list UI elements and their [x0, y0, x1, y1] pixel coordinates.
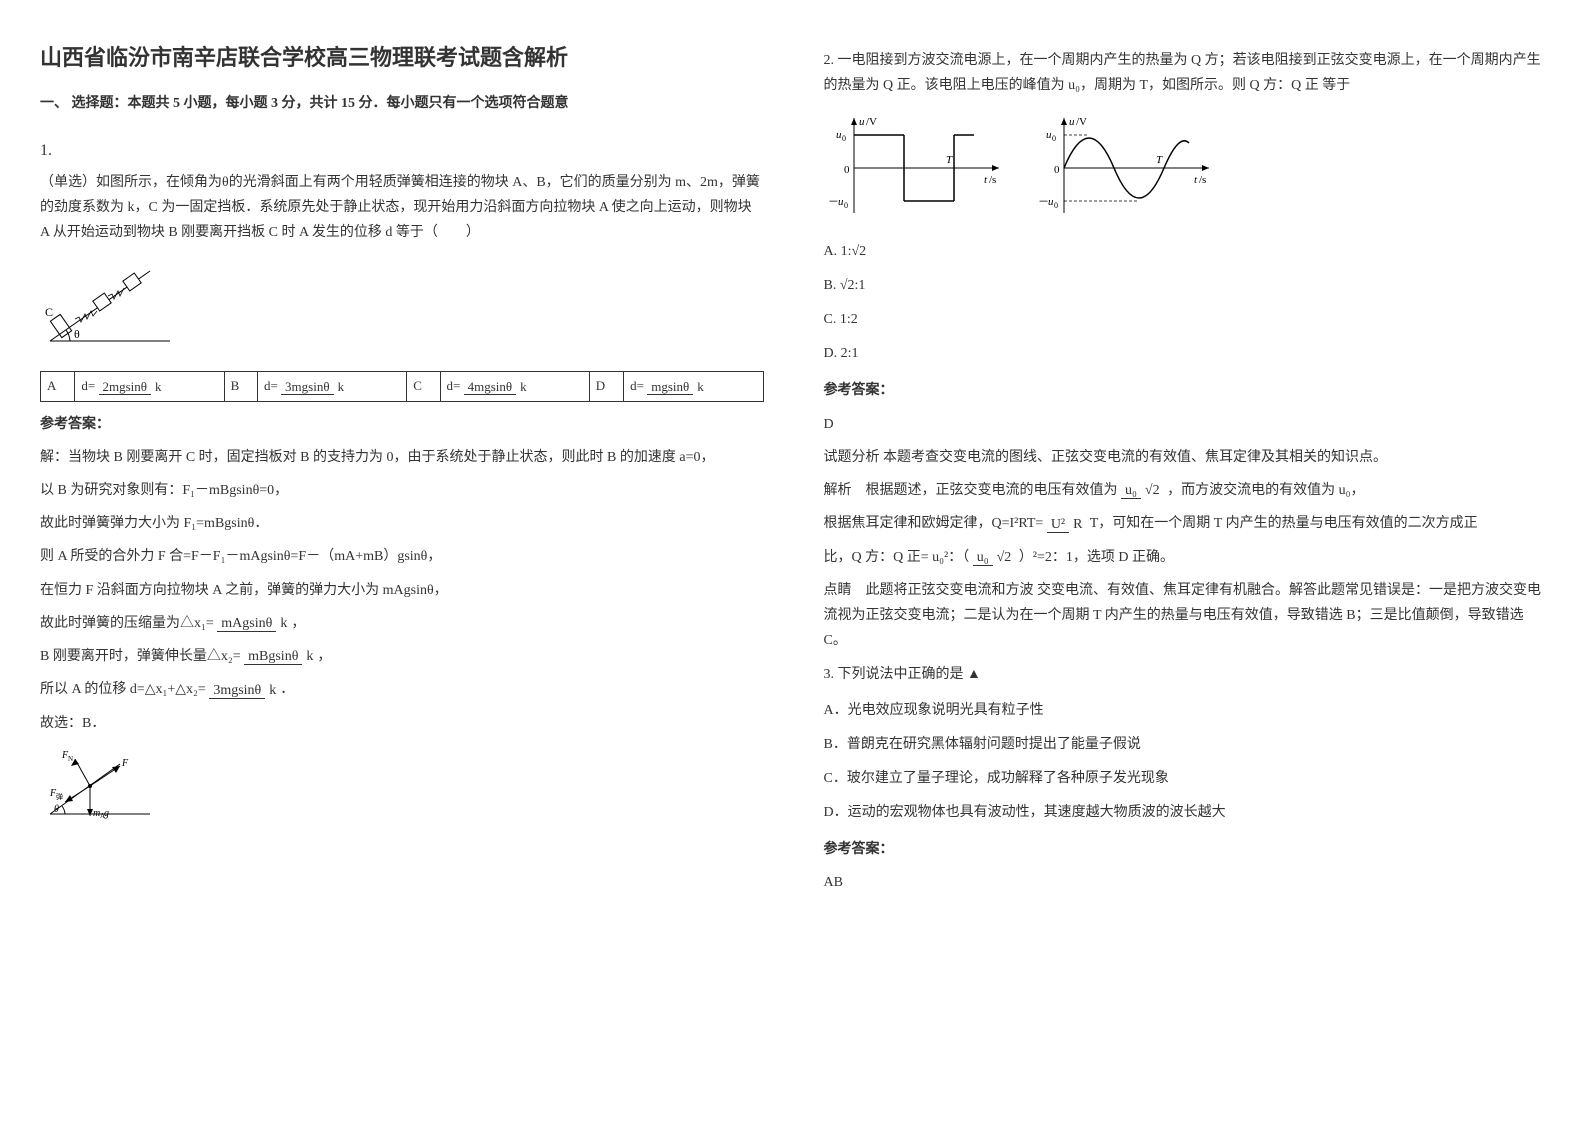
svg-text:0: 0 [842, 134, 846, 143]
q2-comment: 点睛 此题将正弦交变电流和方波 交变电流、有效值、焦耳定律有机融合。解答此题常见… [824, 578, 1548, 654]
q1-sol2: 以 B 为研究对象则有：F₁－mBgsinθ=0， [40, 478, 764, 503]
square-wave: u/V t/s u0 0 －u0 T [824, 113, 1004, 223]
sine-wave: u/V t/s u0 0 －u0 T [1034, 113, 1214, 223]
svg-text:0: 0 [844, 164, 850, 176]
q1-sol1: 解：当物块 B 刚要离开 C 时，固定挡板对 B 的支持力为 0，由于系统处于静… [40, 445, 764, 470]
optB-cell: d= 3mgsinθk [257, 371, 406, 401]
optB-label: B [224, 371, 257, 401]
waveform-diagrams: u/V t/s u0 0 －u0 T u/V t/s u0 0 －u0 T [824, 113, 1548, 223]
q2-sol1: 解析 根据题述，正弦交变电流的电压有效值为 u₀√2 ，而方波交流电的有效值为 … [824, 478, 1548, 503]
q2-answer: D [824, 412, 1548, 437]
q3-optA: A．光电效应现象说明光具有粒子性 [824, 697, 1548, 725]
q2-optB: B. √2:1 [824, 272, 1548, 300]
left-column: 山西省临汾市南辛店联合学校高三物理联考试题含解析 一、 选择题：本题共 5 小题… [40, 40, 764, 903]
q2-answer-label: 参考答案： [824, 378, 1548, 403]
section-header: 一、 选择题：本题共 5 小题，每小题 3 分，共计 15 分．每小题只有一个选… [40, 92, 764, 112]
q1-sol6: 故此时弹簧的压缩量为△x₁= mAgsinθk， [40, 611, 764, 636]
q1-sol4: 则 A 所受的合外力 F 合=F－F₁－mAgsinθ=F－（mA+mB）gsi… [40, 544, 764, 569]
q1-sol5: 在恒力 F 沿斜面方向拉物块 A 之前，弹簧的弹力大小为 mAgsinθ， [40, 578, 764, 603]
right-column: 2. 一电阻接到方波交流电源上，在一个周期内产生的热量为 Q 方；若该电阻接到正… [824, 40, 1548, 903]
q3: 3. 下列说法中正确的是 ▲ [824, 662, 1548, 687]
svg-text:u: u [859, 116, 865, 128]
q2-optA: A. 1:√2 [824, 238, 1548, 266]
q3-answer: AB [824, 870, 1548, 895]
q1-sol8: 所以 A 的位移 d=△x₁+△x₂= 3mgsinθk． [40, 677, 764, 702]
svg-text:t: t [1194, 174, 1198, 186]
svg-text:θ: θ [54, 804, 59, 815]
optD-label: D [589, 371, 623, 401]
svg-text:F: F [121, 758, 129, 769]
q1-stem: （单选）如图所示，在倾角为θ的光滑斜面上有两个用轻质弹簧相连接的物块 A、B，它… [40, 170, 764, 246]
svg-text:弹: 弹 [56, 792, 63, 801]
svg-text:/s: /s [1199, 174, 1206, 186]
q1-sol9: 故选：B． [40, 711, 764, 736]
q3-optB: B．普朗克在研究黑体辐射问题时提出了能量子假说 [824, 731, 1548, 759]
svg-text:/V: /V [1076, 116, 1087, 128]
svg-text:0: 0 [1054, 201, 1058, 210]
q2-options: A. 1:√2 B. √2:1 C. 1:2 D. 2:1 [824, 238, 1548, 368]
c-label: C [45, 305, 53, 319]
q1-sol3: 故此时弹簧弹力大小为 F₁=mBgsinθ． [40, 511, 764, 536]
q1-sol7: B 刚要离开时，弹簧伸长量△x₂= mBgsinθk， [40, 644, 764, 669]
svg-text:0: 0 [844, 201, 848, 210]
svg-text:/s: /s [989, 174, 996, 186]
q1-options-table: A d= 2mgsinθk B d= 3mgsinθk C d= 4mgsinθ… [40, 371, 764, 402]
optA-label: A [41, 371, 75, 401]
q3-optC: C．玻尔建立了量子理论，成功解释了各种原子发光现象 [824, 765, 1548, 793]
svg-text:g: g [104, 808, 109, 819]
q2-analysis: 试题分析 本题考查交变电流的图线、正弦交变电流的有效值、焦耳定律及其相关的知识点… [824, 445, 1548, 470]
q2-sol3: 比，Q 方：Q 正= u₀²：（ u₀√2 ）²=2：1，选项 D 正确。 [824, 545, 1548, 570]
q2-optD: D. 2:1 [824, 340, 1548, 368]
svg-text:t: t [984, 174, 988, 186]
q1-answer-label: 参考答案： [40, 412, 764, 437]
q2-optC: C. 1:2 [824, 306, 1548, 334]
q3-options: A．光电效应现象说明光具有粒子性 B．普朗克在研究黑体辐射问题时提出了能量子假说… [824, 697, 1548, 827]
q1-number: 1. [40, 142, 764, 160]
page-title: 山西省临汾市南辛店联合学校高三物理联考试题含解析 [40, 40, 764, 72]
svg-text:N: N [68, 755, 73, 763]
q2: 2. 一电阻接到方波交流电源上，在一个周期内产生的热量为 Q 方；若该电阻接到正… [824, 48, 1548, 98]
svg-text:T: T [946, 154, 953, 166]
svg-text:0: 0 [1054, 164, 1060, 176]
q3-answer-label: 参考答案： [824, 837, 1548, 862]
force-diagram: FN F F弹 mAg θ [40, 744, 764, 829]
svg-text:u: u [1069, 116, 1075, 128]
incline-diagram: θ C [40, 261, 764, 356]
q3-optD: D．运动的宏观物体也具有波动性，其速度越大物质波的波长越大 [824, 799, 1548, 827]
svg-text:T: T [1156, 154, 1163, 166]
optC-cell: d= 4mgsinθk [440, 371, 589, 401]
theta-label: θ [74, 327, 80, 341]
q2-sol2: 根据焦耳定律和欧姆定律，Q=I²RT= U²R T，可知在一个周期 T 内产生的… [824, 511, 1548, 536]
optA-cell: d= 2mgsinθk [75, 371, 224, 401]
optC-label: C [407, 371, 440, 401]
svg-text:/V: /V [866, 116, 877, 128]
optD-cell: d= mgsinθk [624, 371, 763, 401]
svg-text:0: 0 [1052, 134, 1056, 143]
